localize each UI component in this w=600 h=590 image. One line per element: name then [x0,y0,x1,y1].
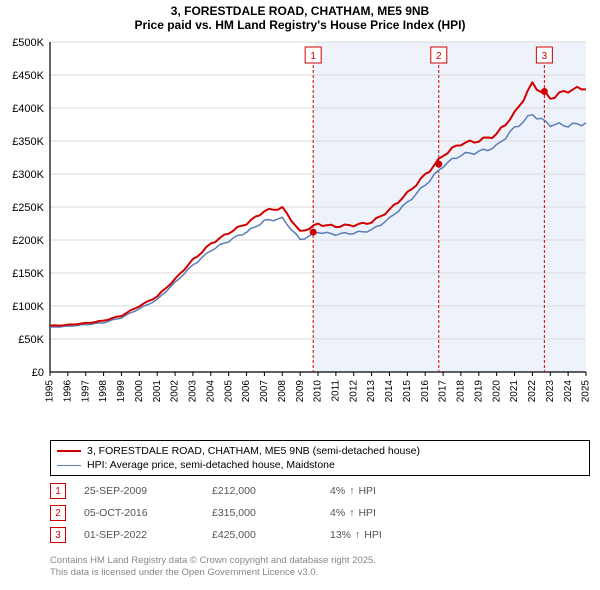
attribution-line1: Contains HM Land Registry data © Crown c… [50,555,590,567]
legend-swatch [57,450,81,452]
x-tick-label: 2022 [527,380,538,403]
x-tick-label: 2007 [259,380,270,403]
sale-point [310,229,317,236]
y-tick-label: £200K [12,235,44,247]
sale-row-pct: 4% [330,485,345,497]
page-container: 3, FORESTDALE ROAD, CHATHAM, ME5 9NB Pri… [0,0,600,590]
sale-row: 2 05-OCT-2016 £315,000 4% ↑ HPI [50,502,590,524]
x-tick-label: 1995 [45,380,56,403]
x-tick-label: 2023 [545,380,556,403]
x-tick-label: 2008 [277,380,288,403]
sale-row-date: 01-SEP-2022 [84,529,194,541]
chart-svg: £0£50K£100K£150K£200K£250K£300K£350K£400… [50,42,590,442]
x-tick-label: 2009 [295,380,306,403]
sale-row: 3 01-SEP-2022 £425,000 13% ↑ HPI [50,524,590,546]
x-tick-label: 2014 [384,380,395,403]
y-tick-label: £250K [12,202,44,214]
x-tick-label: 2020 [491,380,502,403]
arrow-up-icon: ↑ [355,529,360,541]
sale-row-price: £315,000 [212,507,312,519]
title-block: 3, FORESTDALE ROAD, CHATHAM, ME5 9NB Pri… [0,0,600,34]
y-tick-label: £50K [18,334,44,346]
sale-marker-num: 1 [310,51,316,62]
sale-row-pct: 4% [330,507,345,519]
attribution-line2: This data is licensed under the Open Gov… [50,567,590,579]
sale-row-suffix: HPI [358,507,376,519]
x-tick-label: 2018 [456,380,467,403]
x-tick-label: 2021 [509,380,520,403]
sale-row-trend: 4% ↑ HPI [330,507,430,519]
legend-label: HPI: Average price, semi-detached house,… [87,458,335,472]
arrow-up-icon: ↑ [349,485,354,497]
x-tick-label: 2024 [563,380,574,403]
y-tick-label: £350K [12,136,44,148]
sale-row-marker: 1 [50,483,66,499]
y-tick-label: £0 [32,367,44,379]
x-tick-label: 2002 [170,380,181,403]
x-tick-label: 2004 [205,380,216,403]
x-tick-label: 1999 [116,380,127,403]
x-tick-label: 2013 [366,380,377,403]
sale-row-trend: 13% ↑ HPI [330,529,430,541]
x-tick-label: 2000 [134,380,145,403]
y-tick-label: £400K [12,103,44,115]
sale-row-marker: 2 [50,505,66,521]
sale-row-date: 05-OCT-2016 [84,507,194,519]
x-tick-label: 1996 [63,380,74,403]
x-tick-label: 1997 [80,380,91,403]
sale-point [541,88,548,95]
sale-row: 1 25-SEP-2009 £212,000 4% ↑ HPI [50,480,590,502]
legend-label: 3, FORESTDALE ROAD, CHATHAM, ME5 9NB (se… [87,444,420,458]
x-tick-label: 2012 [348,380,359,403]
x-tick-label: 2016 [420,380,431,403]
legend-swatch [57,465,81,467]
attribution: Contains HM Land Registry data © Crown c… [50,555,590,579]
sale-point [435,161,442,168]
x-tick-label: 2015 [402,380,413,403]
sale-marker-num: 2 [436,51,442,62]
title-address: 3, FORESTDALE ROAD, CHATHAM, ME5 9NB [0,4,600,18]
y-tick-label: £450K [12,70,44,82]
legend-row: 3, FORESTDALE ROAD, CHATHAM, ME5 9NB (se… [57,444,583,458]
x-tick-label: 2025 [581,380,592,403]
y-tick-label: £150K [12,268,44,280]
chart-area: £0£50K£100K£150K£200K£250K£300K£350K£400… [50,42,590,402]
x-tick-label: 2005 [223,380,234,403]
sale-rows: 1 25-SEP-2009 £212,000 4% ↑ HPI 2 05-OCT-2016 £3… [50,480,590,546]
x-tick-label: 1998 [98,380,109,403]
legend-box: 3, FORESTDALE ROAD, CHATHAM, ME5 9NB (se… [50,440,590,476]
title-subtitle: Price paid vs. HM Land Registry's House … [0,18,600,32]
x-tick-label: 2019 [473,380,484,403]
sale-marker-num: 3 [542,51,548,62]
sale-row-price: £212,000 [212,485,312,497]
y-tick-label: £100K [12,301,44,313]
sale-row-pct: 13% [330,529,351,541]
y-tick-label: £300K [12,169,44,181]
sale-row-suffix: HPI [358,485,376,497]
x-tick-label: 2011 [331,380,342,402]
x-tick-label: 2003 [188,380,199,403]
legend-row: HPI: Average price, semi-detached house,… [57,458,583,472]
x-tick-label: 2010 [313,380,324,403]
sale-row-trend: 4% ↑ HPI [330,485,430,497]
y-tick-label: £500K [12,37,44,49]
sale-row-marker: 3 [50,527,66,543]
arrow-up-icon: ↑ [349,507,354,519]
x-tick-label: 2017 [438,380,449,403]
sale-row-date: 25-SEP-2009 [84,485,194,497]
sale-row-price: £425,000 [212,529,312,541]
x-tick-label: 2006 [241,380,252,403]
x-tick-label: 2001 [152,380,163,403]
sale-row-suffix: HPI [364,529,382,541]
